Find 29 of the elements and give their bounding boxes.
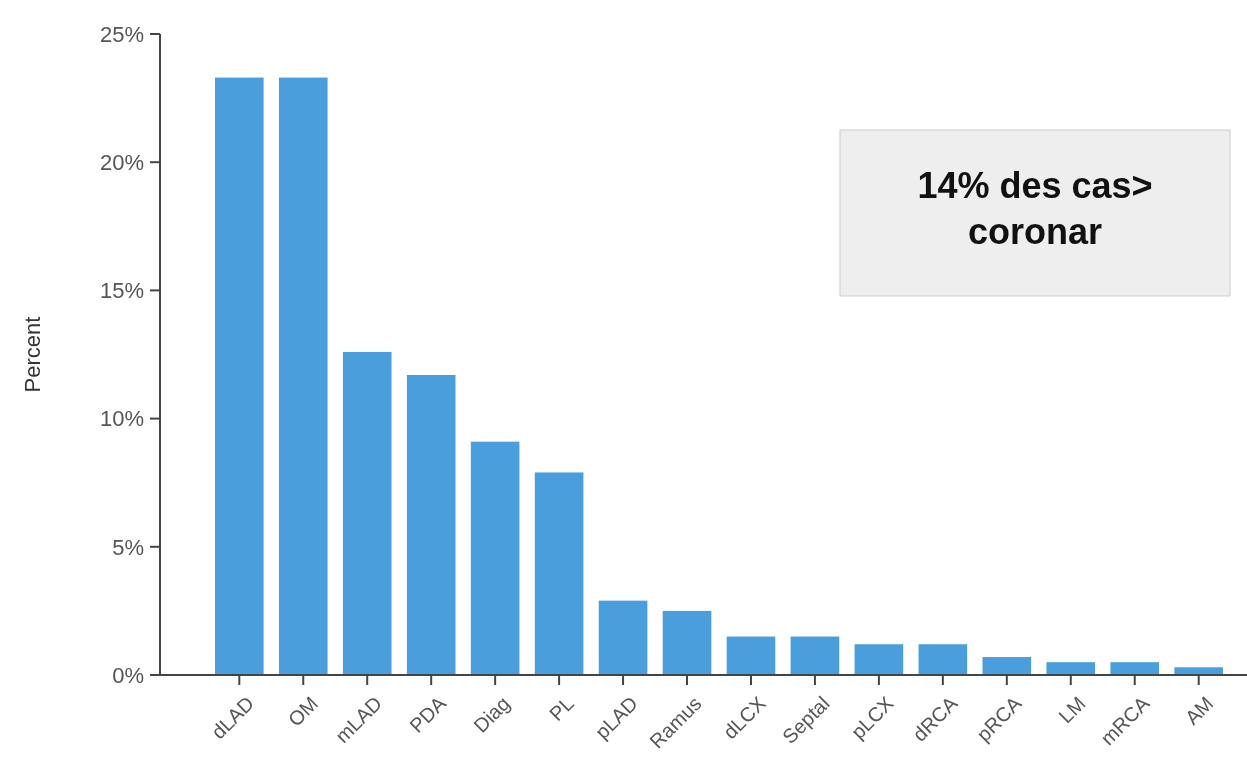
- y-tick-label: 20%: [99, 149, 144, 175]
- bar: [215, 77, 264, 675]
- bar: [534, 472, 584, 675]
- bar: [1174, 667, 1223, 675]
- y-tick-label: 25%: [99, 21, 144, 47]
- bar: [918, 644, 968, 675]
- y-tick-label: 5%: [112, 534, 144, 560]
- x-tick-label: OM: [283, 692, 322, 731]
- bar: [726, 636, 776, 675]
- bar: [790, 636, 840, 675]
- y-tick-label: 15%: [99, 278, 144, 304]
- bar: [342, 351, 392, 675]
- x-tick-label: PL: [544, 692, 578, 726]
- bar: [662, 610, 712, 675]
- x-tick-label: AM: [1180, 692, 1218, 729]
- x-tick-label: PDA: [405, 691, 451, 737]
- x-tick-label: LM: [1054, 692, 1090, 728]
- bar: [854, 644, 904, 675]
- bar: [278, 77, 328, 675]
- bar: [406, 375, 456, 675]
- bar: [1046, 662, 1096, 675]
- bar: [982, 657, 1032, 675]
- bar: [598, 600, 648, 675]
- bar: [470, 441, 520, 675]
- y-axis-title: Percent: [20, 316, 45, 393]
- annotation: 14% des cas> coronar: [917, 165, 1153, 252]
- y-tick-label: 10%: [99, 406, 144, 432]
- y-tick-label: 0%: [112, 662, 144, 688]
- bar: [1110, 662, 1160, 675]
